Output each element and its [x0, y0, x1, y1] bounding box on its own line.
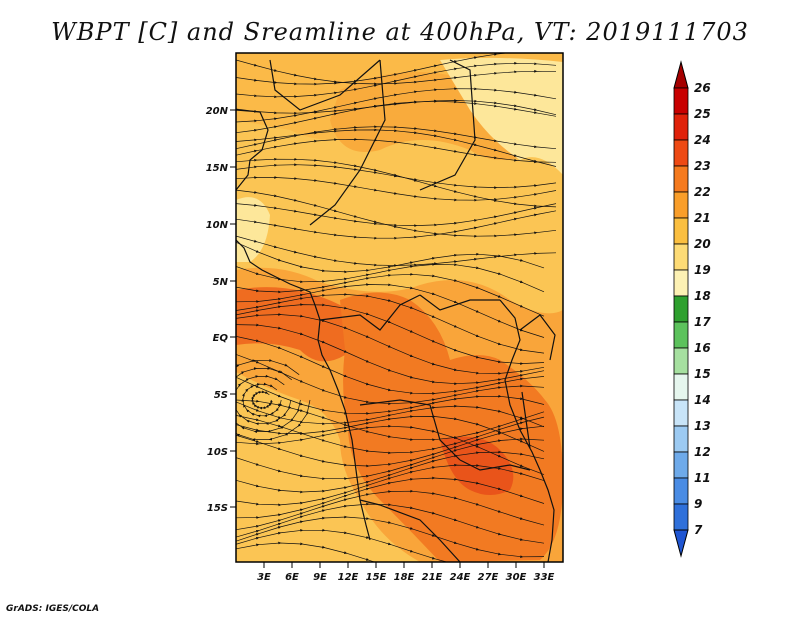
- lon-label: 15E: [366, 572, 387, 583]
- lon-label: 9E: [313, 572, 327, 583]
- colorbar-label: 26: [694, 81, 711, 95]
- lon-label: 33E: [534, 572, 555, 583]
- colorbar-swatch: [673, 399, 689, 427]
- map-title: WBPT [C] and Sreamline at 400hPa, VT: 20…: [51, 18, 749, 46]
- lon-label: 24E: [450, 572, 471, 583]
- colorbar-label: 20: [694, 237, 711, 251]
- streamline: [236, 99, 557, 134]
- colorbar-label: 16: [694, 341, 711, 355]
- lat-label: 15S: [207, 503, 228, 514]
- border-north-3: [419, 59, 476, 191]
- border-south-1: [359, 399, 461, 461]
- colorbar: 26 25 24 23 22 21 20 19 18 17 16 15 14 13 12 11 9 7: [673, 60, 711, 558]
- border-central-1: [319, 294, 421, 331]
- colorbar-label: 14: [694, 393, 711, 407]
- grads-credit: GrADS: IGES/COLA: [6, 604, 100, 614]
- colorbar-label: 24: [694, 133, 711, 147]
- streamline: [236, 210, 557, 240]
- latitude-axis: 20N 15N 10N 5N EQ 5S 10S 15S: [206, 106, 236, 514]
- lon-label: 21E: [422, 572, 443, 583]
- streamline: [236, 541, 524, 562]
- colorbar-swatch: [673, 243, 689, 271]
- colorbar-swatch: [673, 347, 689, 375]
- lat-label: 5N: [213, 277, 229, 288]
- map-frame: [235, 52, 564, 563]
- colorbar-bottom-arrow: [673, 529, 689, 558]
- lat-label: 20N: [206, 106, 229, 117]
- lon-label: 27E: [478, 572, 499, 583]
- lat-label: 5S: [214, 390, 228, 401]
- border-north-1: [269, 59, 381, 111]
- lat-label: EQ: [213, 333, 229, 344]
- colorbar-swatch: [673, 113, 689, 141]
- colorbar-swatch: [673, 477, 689, 505]
- lake-victoria-outline: [519, 314, 556, 361]
- lat-label: 10S: [207, 447, 228, 458]
- colorbar-swatch: [673, 269, 689, 297]
- colorbar-label: 11: [694, 471, 711, 485]
- colorbar-swatch: [673, 295, 689, 323]
- colorbar-label: 18: [694, 289, 711, 303]
- colorbar-swatch: [673, 139, 689, 167]
- colorbar-swatch: [673, 191, 689, 219]
- streamline: [236, 359, 311, 442]
- colorbar-label: 17: [694, 315, 711, 329]
- colorbar-label: 12: [694, 445, 711, 459]
- colorbar-label: 15: [694, 367, 711, 381]
- streamlines: [236, 53, 557, 562]
- border-central-2: [419, 294, 500, 311]
- colorbar-swatch: [673, 503, 689, 531]
- border-south-3: [359, 499, 461, 562]
- colorbar-label: 19: [694, 263, 711, 277]
- lat-label: 15N: [206, 163, 229, 174]
- coastline-west: [236, 109, 269, 191]
- lon-label: 12E: [338, 572, 359, 583]
- colorbar-swatch: [673, 87, 689, 115]
- colorbar-label: 13: [694, 419, 711, 433]
- colorbar-label: 21: [694, 211, 711, 225]
- colorbar-label: 23: [694, 159, 711, 173]
- lon-label: 30E: [506, 572, 527, 583]
- colorbar-label: 25: [694, 107, 711, 121]
- colorbar-swatch: [673, 165, 689, 193]
- colorbar-label: 9: [694, 497, 702, 511]
- colorbar-swatch: [673, 321, 689, 349]
- lon-label: 18E: [394, 572, 415, 583]
- colorbar-swatch: [673, 217, 689, 245]
- temperature-field: [236, 53, 563, 562]
- coastline-borders: [236, 59, 556, 562]
- colorbar-swatch: [673, 425, 689, 453]
- colorbar-swatch: [673, 451, 689, 479]
- border-south-2: [459, 459, 531, 471]
- lat-label: 10N: [206, 220, 229, 231]
- border-north-2: [309, 59, 386, 226]
- colorbar-label: 7: [694, 523, 703, 537]
- coastline-southwest: [236, 239, 371, 541]
- colorbar-label: 22: [694, 185, 711, 199]
- lon-label: 3E: [257, 572, 271, 583]
- lon-label: 6E: [285, 572, 299, 583]
- longitude-axis: 3E 6E 9E 12E 15E 18E 21E 24E 27E 30E 33E: [257, 562, 555, 583]
- lake-tanganyika-outline: [521, 391, 531, 449]
- lake-east-outline: [499, 299, 555, 562]
- colorbar-swatch: [673, 373, 689, 401]
- colorbar-top-arrow: [673, 60, 689, 89]
